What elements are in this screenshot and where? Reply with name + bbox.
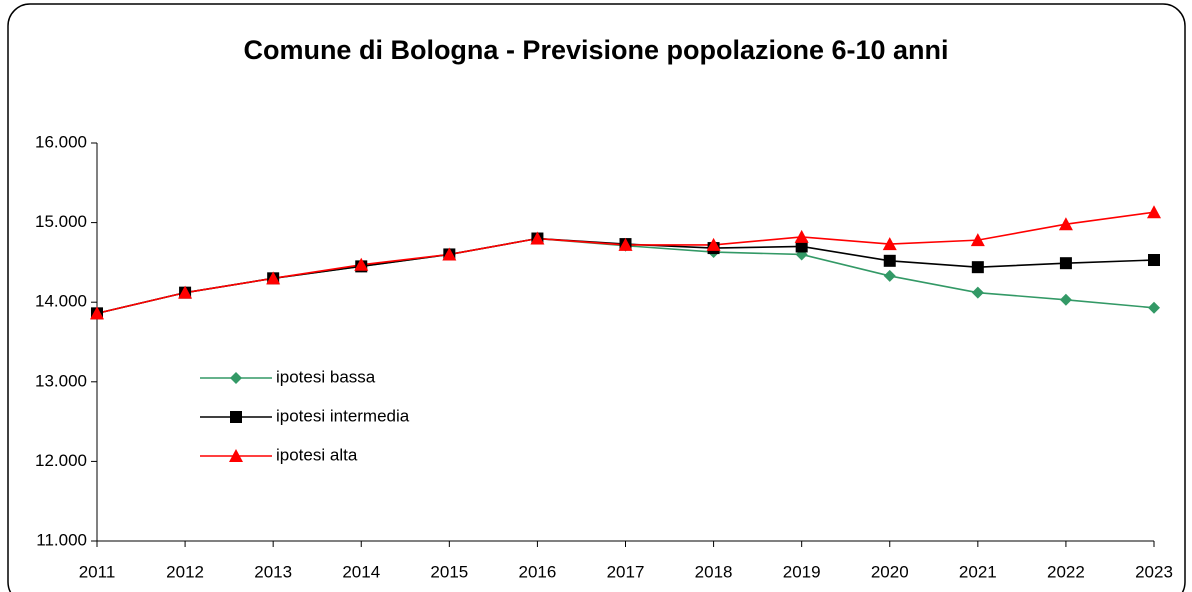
data-point: [794, 229, 809, 243]
x-tick-label: 2016: [519, 562, 557, 581]
data-point: [1148, 254, 1160, 267]
x-tick-label: 2023: [1135, 562, 1173, 581]
data-point: [1058, 217, 1073, 231]
data-point: [1059, 257, 1072, 270]
x-tick-label: 2013: [254, 562, 292, 581]
legend-marker: [229, 449, 243, 462]
data-point: [354, 257, 369, 271]
data-point: [266, 271, 281, 285]
x-tick-label: 2021: [959, 562, 997, 581]
y-tick-label: 15.000: [35, 212, 87, 231]
legend-marker: [230, 411, 242, 423]
x-tick-label: 2012: [166, 562, 204, 581]
data-point: [90, 306, 104, 320]
x-tick-label: 2019: [783, 562, 821, 581]
chart-border: [7, 3, 1186, 592]
data-point: [618, 237, 633, 251]
y-tick-label: 12.000: [35, 451, 87, 470]
data-point: [882, 237, 897, 251]
legend-marker: [230, 372, 242, 384]
x-tick-label: 2014: [342, 562, 380, 581]
legend-label: ipotesi bassa: [276, 367, 376, 386]
data-point: [971, 261, 984, 274]
y-tick-label: 13.000: [35, 371, 87, 390]
x-tick-label: 2011: [79, 562, 116, 581]
x-tick-label: 2020: [871, 562, 909, 581]
y-tick-label: 16.000: [35, 132, 87, 151]
x-tick-label: 2018: [695, 562, 733, 581]
legend-label: ipotesi alta: [276, 445, 358, 464]
y-tick-label: 11.000: [36, 530, 87, 549]
data-point: [178, 285, 193, 299]
data-point: [971, 286, 984, 299]
legend-label: ipotesi intermedia: [276, 406, 410, 425]
data-point: [442, 247, 457, 261]
data-point: [1148, 301, 1160, 314]
y-tick-label: 14.000: [35, 292, 87, 311]
data-point: [706, 237, 721, 251]
data-point: [1147, 205, 1161, 219]
data-point: [970, 233, 985, 247]
chart-title: Comune di Bologna - Previsione popolazio…: [243, 35, 948, 65]
data-point: [1059, 293, 1072, 306]
x-tick-label: 2017: [607, 562, 645, 581]
data-point: [883, 254, 896, 267]
x-tick-label: 2015: [430, 562, 468, 581]
data-point: [883, 269, 896, 282]
data-point: [530, 231, 545, 245]
x-tick-label: 2022: [1047, 562, 1085, 581]
data-point: [795, 240, 808, 253]
